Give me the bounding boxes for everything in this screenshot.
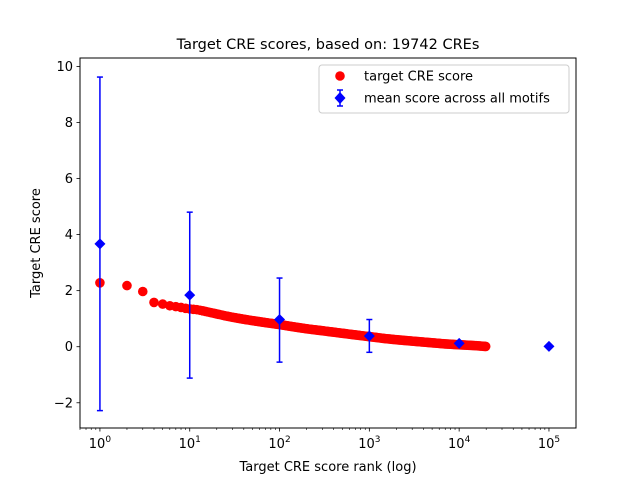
x-tick-label-base: 10 bbox=[538, 437, 555, 452]
x-axis-label: Target CRE score rank (log) bbox=[238, 460, 416, 475]
x-tick-label-base: 10 bbox=[358, 437, 375, 452]
x-tick-label: 100 bbox=[89, 435, 112, 452]
x-tick-label-base: 10 bbox=[268, 437, 285, 452]
x-tick-label-exponent: 1 bbox=[195, 435, 201, 445]
data-point-target-cre-score bbox=[480, 341, 491, 352]
x-tick-label-exponent: 3 bbox=[375, 435, 381, 445]
y-tick-label: 8 bbox=[65, 116, 73, 131]
y-axis-label: Target CRE score bbox=[29, 188, 44, 299]
y-tick-label: 10 bbox=[56, 60, 73, 75]
y-axis: −2 0 2 4 6 8 10 bbox=[54, 60, 80, 411]
data-point-mean-score bbox=[543, 340, 555, 352]
legend-frame bbox=[318, 64, 570, 114]
legend-label-mean-score: mean score across all motifs bbox=[364, 92, 550, 107]
x-tick-label: 102 bbox=[268, 435, 290, 452]
plot-area bbox=[94, 76, 555, 412]
data-point-target-cre-score bbox=[122, 280, 132, 291]
data-point-mean-score bbox=[453, 337, 465, 349]
x-tick-label: 105 bbox=[538, 435, 560, 452]
legend-marker-target-cre-score bbox=[335, 71, 345, 81]
y-tick-label: 2 bbox=[65, 284, 73, 299]
x-axis: 100 101 102 103 104 105 bbox=[79, 428, 560, 452]
series-target-cre-score bbox=[95, 278, 491, 352]
chart-title: Target CRE scores, based on: 19742 CREs bbox=[176, 37, 480, 53]
x-tick-label-base: 10 bbox=[89, 437, 106, 452]
data-point-mean-score bbox=[274, 314, 286, 326]
data-point-target-cre-score bbox=[149, 297, 159, 308]
x-tick-label-base: 10 bbox=[448, 437, 465, 452]
y-tick-label: −2 bbox=[54, 396, 73, 411]
axes-frame bbox=[79, 57, 577, 429]
y-tick-label: 4 bbox=[65, 228, 73, 243]
x-tick-label-exponent: 4 bbox=[465, 435, 471, 445]
x-tick-label-exponent: 2 bbox=[285, 435, 291, 445]
x-tick-label: 101 bbox=[179, 435, 201, 452]
x-tick-label: 103 bbox=[358, 435, 380, 452]
y-tick-label: 0 bbox=[65, 340, 73, 355]
legend-label-target-cre-score: target CRE score bbox=[364, 70, 473, 85]
data-point-target-cre-score bbox=[137, 286, 148, 297]
x-tick-label-exponent: 0 bbox=[105, 435, 111, 445]
x-tick-label: 104 bbox=[448, 435, 471, 452]
legend: target CRE score mean score across all m… bbox=[318, 64, 570, 114]
y-tick-label: 6 bbox=[65, 172, 73, 187]
x-tick-label-exponent: 5 bbox=[554, 435, 560, 445]
data-point-mean-score bbox=[94, 238, 106, 250]
data-point-mean-score bbox=[363, 330, 375, 342]
legend-marker-mean-score bbox=[334, 92, 346, 104]
data-point-mean-score bbox=[184, 289, 196, 301]
series-mean-score bbox=[94, 76, 555, 412]
x-tick-label-base: 10 bbox=[179, 437, 196, 452]
